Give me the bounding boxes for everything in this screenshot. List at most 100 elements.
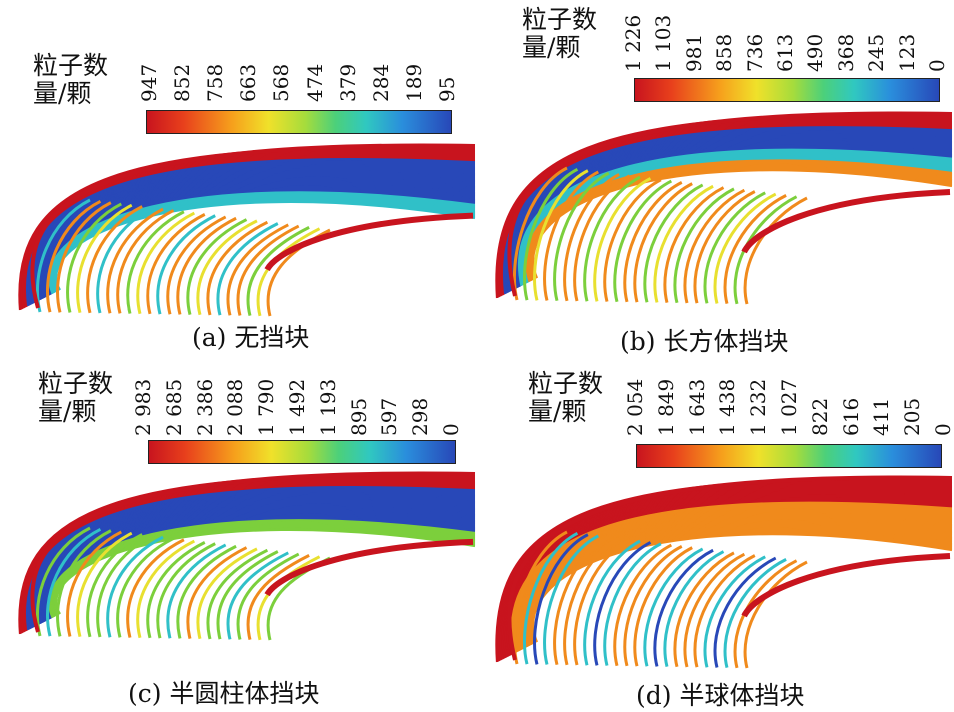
colorbar-tick-label: 379	[335, 63, 360, 102]
streamline	[106, 535, 164, 638]
colorbar	[146, 110, 452, 134]
colorbar-tick-label: 474	[302, 63, 327, 102]
streamline	[206, 220, 269, 316]
streamline	[693, 554, 756, 668]
colorbar-tick-label: 205	[900, 397, 925, 436]
panel-caption: (b) 长方体挡块	[620, 327, 789, 356]
streamline	[713, 192, 777, 304]
streamline	[156, 214, 216, 315]
streamline	[106, 207, 164, 314]
legend-label-line2: 量/颗	[38, 397, 97, 426]
streamline	[543, 534, 599, 665]
streamline	[663, 550, 725, 667]
colorbar-tick-label: 2 685	[161, 378, 186, 436]
streamline	[583, 175, 641, 302]
colorbar-tick-label: 0	[931, 423, 954, 436]
colorbar-tick-label: 490	[803, 33, 828, 72]
colorbar-tick-label: 1 193	[315, 378, 340, 436]
streamline	[643, 183, 704, 303]
streamline	[512, 530, 568, 665]
colorbar-tick-label: 663	[236, 63, 261, 102]
streamline	[45, 527, 102, 637]
streamline	[713, 556, 777, 668]
streamline	[196, 547, 258, 640]
streamline	[693, 190, 756, 304]
streamline	[573, 538, 631, 666]
legend-label-line2: 量/颗	[522, 33, 581, 62]
colorbar-tick-label: 368	[833, 33, 858, 72]
streamline	[563, 173, 620, 302]
streamline	[186, 218, 248, 315]
streamline	[623, 545, 683, 667]
streamline	[523, 167, 579, 301]
streamline	[196, 219, 258, 316]
streamline	[553, 171, 610, 302]
streamline	[264, 538, 474, 597]
streamline	[66, 530, 122, 637]
colorbar-tick-label: 95	[435, 76, 459, 102]
streamline	[603, 178, 662, 302]
streamline	[30, 471, 476, 633]
streamline	[236, 552, 300, 640]
streamline	[653, 548, 714, 667]
colorbar-tick-label: 189	[401, 63, 426, 102]
streamline	[96, 206, 154, 314]
streamline	[56, 201, 112, 313]
colorbar-tick-label: 1 643	[684, 378, 709, 436]
colorbar-tick-label: 2 983	[131, 378, 155, 436]
colorbar-tick-label: 2 386	[192, 378, 217, 436]
colorbar-tick-label: 1 226	[621, 14, 645, 72]
streamline	[741, 189, 951, 254]
streamline	[176, 216, 237, 315]
colorbar-tick-label: 2 088	[223, 378, 248, 436]
streamline	[35, 526, 91, 637]
streamline-plot	[18, 471, 476, 641]
colorbar-tick-label: 1 492	[285, 378, 309, 436]
colorbar-tick-label: 1 027	[777, 378, 801, 436]
streamline	[146, 213, 206, 315]
streamline	[741, 553, 951, 618]
streamline	[633, 546, 693, 667]
streamline	[643, 547, 704, 667]
streamline	[76, 203, 133, 314]
streamline	[186, 546, 248, 639]
streamline	[76, 531, 133, 638]
streamline	[146, 541, 206, 639]
colorbar-tick-label: 616	[838, 397, 863, 436]
streamline	[35, 198, 91, 313]
streamline	[533, 533, 589, 665]
colorbar-tick-label: 758	[203, 63, 228, 102]
streamline	[743, 560, 808, 669]
streamline	[236, 224, 300, 316]
colorbar-tick-label: 981	[681, 33, 706, 72]
streamline	[55, 200, 476, 291]
streamline	[603, 542, 662, 666]
colorbar-tick-label: 284	[368, 63, 393, 102]
streamline-plot	[495, 475, 953, 669]
colorbar-ticks: 2 983 2 685 2 386 2 088 1 790 1 492 1 193 895 59…	[131, 364, 463, 436]
colorbar-tick-label: 613	[773, 33, 797, 72]
colorbar-tick-label: 1 232	[746, 378, 771, 436]
streamline	[507, 475, 953, 661]
streamline	[593, 177, 652, 302]
streamline	[216, 550, 279, 640]
colorbar-tick-label: 736	[742, 33, 767, 72]
colorbar-tick-label: 852	[170, 63, 195, 102]
colorbar-ticks: 2 054 1 849 1 643 1 438 1 232 1 027 822 616 411 2…	[623, 364, 954, 436]
streamline	[30, 143, 476, 309]
streamline	[216, 222, 279, 316]
streamline	[116, 209, 175, 314]
streamline	[683, 552, 746, 668]
streamline	[573, 174, 631, 302]
streamline	[593, 541, 652, 666]
streamline	[673, 187, 735, 304]
streamline	[246, 554, 310, 641]
legend-label-line2: 量/颗	[528, 397, 587, 426]
streamline	[723, 194, 787, 305]
streamline	[266, 228, 331, 317]
streamline	[56, 529, 112, 637]
colorbar-tick-label: 298	[408, 397, 433, 436]
streamline	[96, 534, 154, 638]
streamline	[563, 537, 620, 666]
streamline	[226, 551, 289, 640]
